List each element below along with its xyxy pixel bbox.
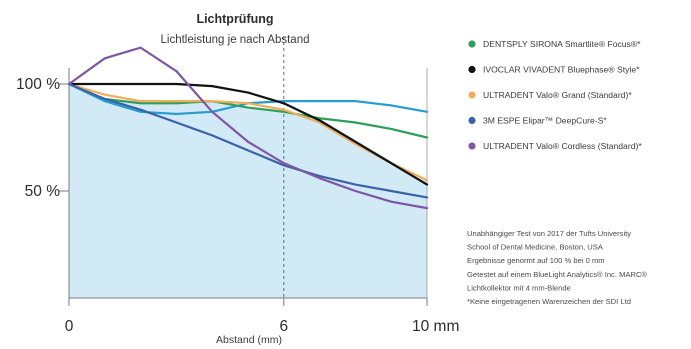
note-line: Lichtkollektor mit 4 mm-Blende xyxy=(467,283,571,292)
series-line xyxy=(67,82,429,199)
x-tick-label: 0 xyxy=(65,318,74,335)
x-axis-title: Abstand (mm) xyxy=(216,334,282,346)
chart-header: Lichtprüfung Lichtleistung je nach Absta… xyxy=(161,12,310,46)
shaded-area xyxy=(69,84,427,298)
legend-marker xyxy=(468,40,476,48)
chart-title: Lichtprüfung xyxy=(196,12,273,26)
legend: DENTSPLY SIRONA Smartlite® Focus®* IVOCLA… xyxy=(468,39,642,151)
y-tick-label: 50 % xyxy=(25,183,61,200)
series-line xyxy=(67,82,429,182)
note-line: Ergebnisse genormt auf 100 % bei 0 mm xyxy=(467,256,605,265)
series-line xyxy=(67,46,429,210)
legend-label: DENTSPLY SIRONA Smartlite® Focus®* xyxy=(483,39,641,49)
series-line xyxy=(67,82,429,186)
footnote: Unabhängiger Test von 2017 der Tufts Uni… xyxy=(467,229,647,306)
legend-label: ULTRADENT Valo® Cordless (Standard)* xyxy=(483,141,642,151)
y-tick-label: 100 % xyxy=(16,76,60,93)
legend-label: 3M ESPE Elipar™ DeepCure-S* xyxy=(483,116,607,126)
chart-subtitle: Lichtleistung je nach Abstand xyxy=(161,34,310,46)
note-line: Getestet auf einem BlueLight Analytics® … xyxy=(467,270,647,279)
series-line xyxy=(67,82,429,139)
legend-label: ULTRADENT Valo® Grand (Standard)* xyxy=(483,90,632,100)
x-tick-label: 6 xyxy=(279,318,288,335)
note-line: School of Dental Medicine, Boston, USA xyxy=(467,243,604,252)
legend-marker xyxy=(468,142,476,150)
x-tick-label: 10 mm xyxy=(412,318,459,335)
legend-marker xyxy=(468,116,476,125)
note-line: Unabhängiger Test von 2017 der Tufts Uni… xyxy=(467,229,631,238)
legend-label: IVOCLAR VIVADENT Bluephase® Style* xyxy=(483,65,640,75)
legend-marker xyxy=(468,91,476,99)
legend-marker xyxy=(468,65,476,74)
plot-area: 100 % 50 % 0 6 10 mm xyxy=(16,36,459,335)
x-axis-label: Abstand (mm) xyxy=(216,334,282,346)
note-line: *Keine eingetragenen Warenzeichen der SD… xyxy=(467,297,631,306)
